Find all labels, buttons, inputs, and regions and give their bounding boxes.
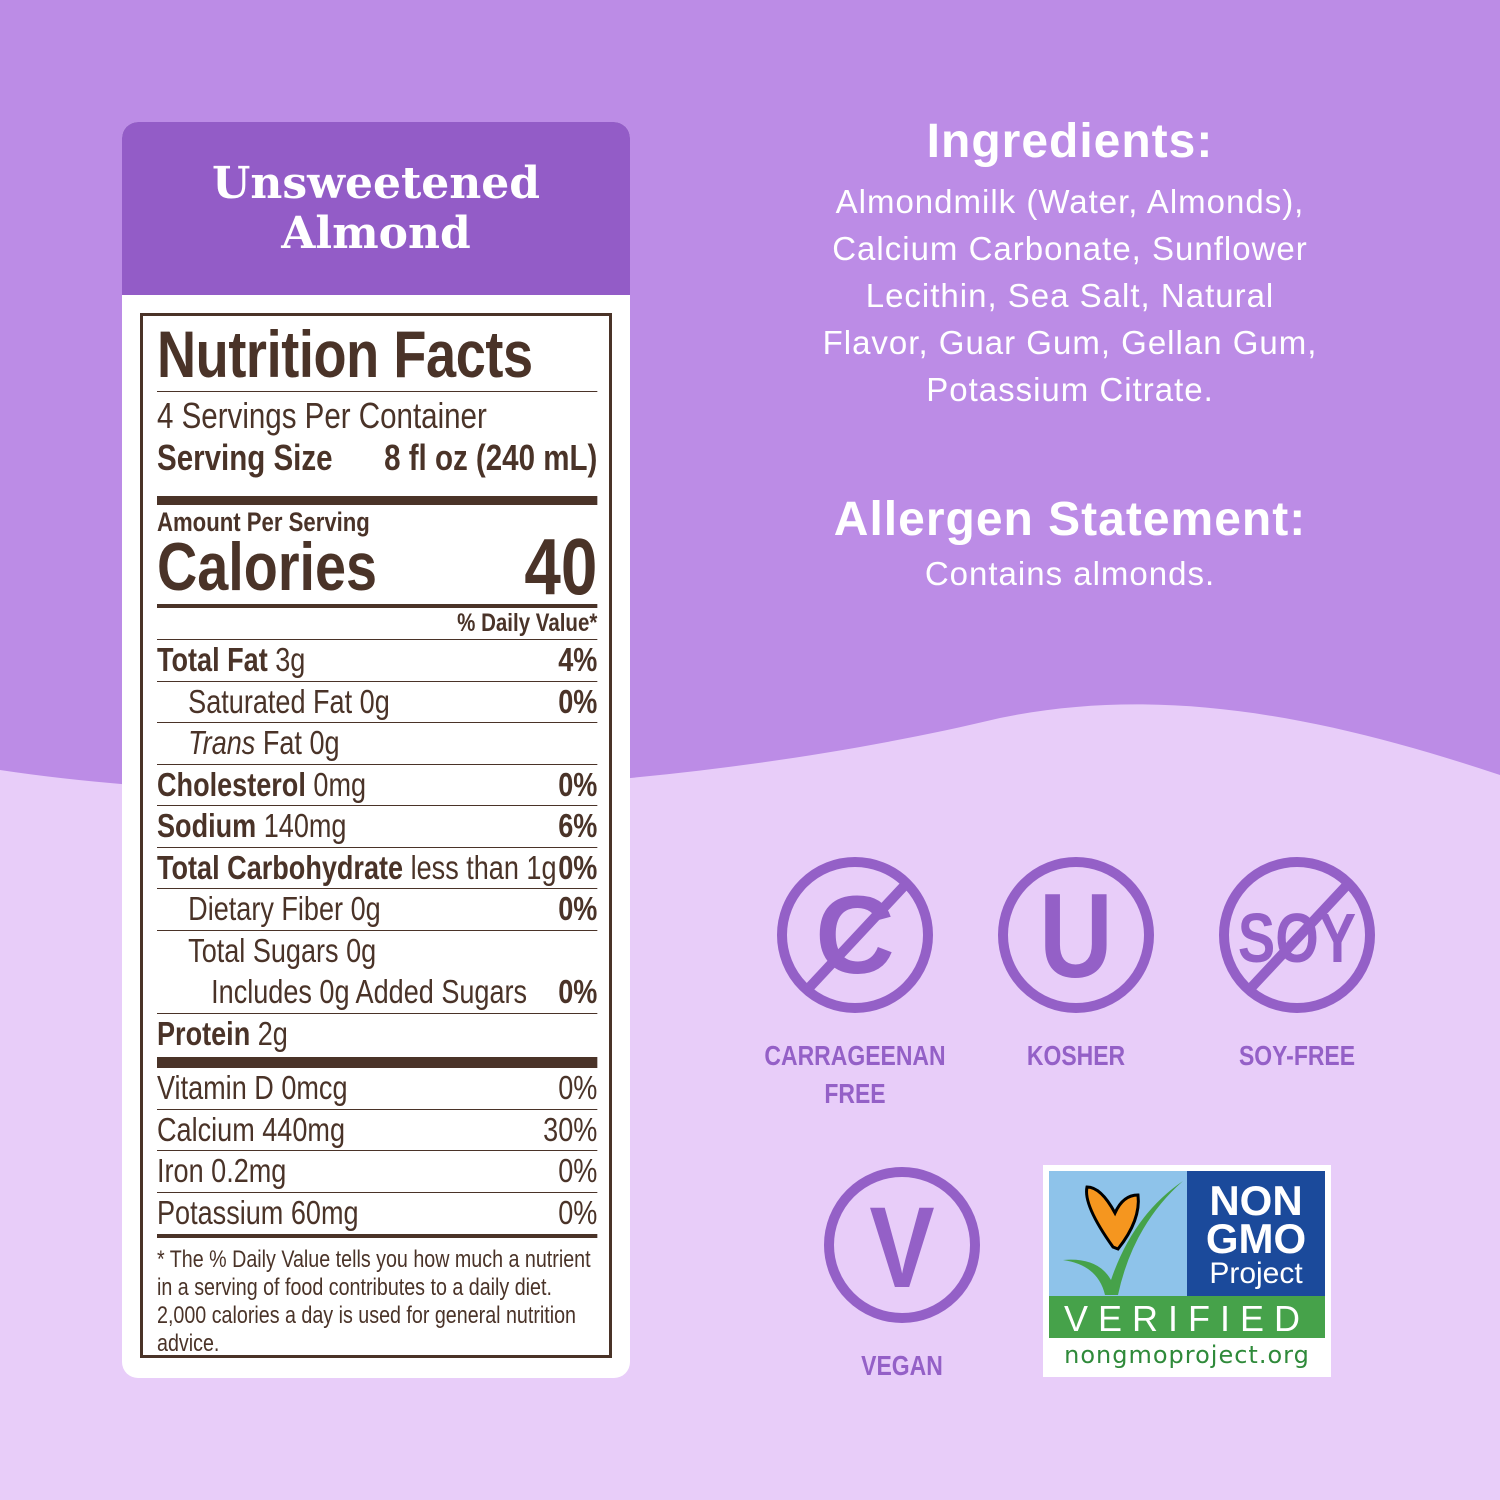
flavor-line2: Almond xyxy=(281,208,471,259)
svg-text:NON: NON xyxy=(1209,1177,1302,1224)
svg-text:U: U xyxy=(1039,868,1113,1003)
vegan-icon: V xyxy=(824,1167,980,1323)
non-gmo-logo-graphic: NON GMO Project VERIFIED nongmoproject.o… xyxy=(1049,1171,1325,1369)
calories-label: Calories xyxy=(157,529,378,605)
vitamin-row: Calcium 440mg 30% xyxy=(157,1110,598,1151)
kosher-label: KOSHER xyxy=(1026,1040,1126,1071)
nutrition-card: Unsweetened Almond Nutrition Facts 4 Ser… xyxy=(122,122,630,1378)
vegan-label: VEGAN xyxy=(861,1350,943,1381)
flavor-header: Unsweetened Almond xyxy=(122,122,630,295)
ingredients-section: Ingredients: Almondmilk (Water, Almonds)… xyxy=(770,112,1370,413)
nutrient-row-total-sugars: Total Sugars 0g xyxy=(188,932,377,970)
calories-value: 40 xyxy=(524,522,598,611)
servings-per-container: 4 Servings Per Container xyxy=(157,395,487,436)
daily-value-header: % Daily Value* xyxy=(457,609,598,637)
svg-text:GMO: GMO xyxy=(1206,1215,1306,1262)
carrageenan-free-icon: C xyxy=(777,857,933,1013)
soy-free-icon: SOY xyxy=(1219,857,1375,1013)
allergen-title: Allergen Statement: xyxy=(833,493,1307,546)
nutrient-row-added-sugars: Includes 0g Added Sugars 0% xyxy=(157,972,598,1014)
soy-free-label: SOY-FREE xyxy=(1238,1040,1356,1071)
serving-size-label: Serving Size xyxy=(157,437,333,478)
svg-text:V: V xyxy=(869,1182,934,1311)
carrageenan-free-label: CARRAGEENAN FREE xyxy=(764,1040,946,1109)
divider xyxy=(157,604,598,608)
nutrient-row-total-carbohydrate: Total Carbohydrate less than 1g 0% xyxy=(157,848,598,889)
flavor-line1: Unsweetened xyxy=(211,158,541,209)
nutrient-row-cholesterol: Cholesterol 0mg 0% xyxy=(157,765,598,806)
amount-per-serving: Amount Per Serving xyxy=(157,507,370,537)
svg-text:Project: Project xyxy=(1209,1257,1303,1290)
ingredients-line: Flavor, Guar Gum, Gellan Gum, xyxy=(822,324,1318,361)
nutrient-row-total-fat: Total Fat 3g 4% xyxy=(157,640,598,682)
nutrition-facts-title: Nutrition Facts xyxy=(157,317,533,391)
nutrition-facts-label: Nutrition Facts 4 Servings Per Container… xyxy=(140,313,612,1358)
vitamin-row: Vitamin D 0mcg 0% xyxy=(157,1068,598,1110)
divider xyxy=(157,496,598,505)
svg-text:VERIFIED: VERIFIED xyxy=(1064,1298,1310,1339)
divider xyxy=(157,1234,598,1238)
nutrient-row-protein: Protein 2g xyxy=(157,1015,288,1053)
ingredients-line: Almondmilk (Water, Almonds), xyxy=(835,183,1305,220)
nutrient-row-sodium: Sodium 140mg 6% xyxy=(157,806,598,848)
vitamin-row: Iron 0.2mg 0% xyxy=(157,1151,598,1193)
ingredients-title: Ingredients: xyxy=(926,115,1214,168)
footnote: * The % Daily Value tells you how much a… xyxy=(157,1246,591,1357)
nutrient-row-dietary-fiber: Dietary Fiber 0g 0% xyxy=(157,889,598,931)
nutrient-row-trans-fat: Trans Fat 0g xyxy=(157,723,598,765)
nutrient-row-saturated-fat: Saturated Fat 0g 0% xyxy=(157,682,598,723)
divider xyxy=(157,1057,598,1068)
allergen-section: Allergen Statement: Contains almonds. xyxy=(770,490,1370,597)
allergen-text: Contains almonds. xyxy=(924,555,1216,592)
ingredients-line: Potassium Citrate. xyxy=(926,371,1214,408)
non-gmo-project-logo: NON GMO Project VERIFIED nongmoproject.o… xyxy=(1043,1165,1331,1377)
serving-size-value: 8 fl oz (240 mL) xyxy=(384,437,598,478)
vitamin-row: Potassium 60mg 0% xyxy=(157,1194,598,1232)
svg-text:nongmoproject.org: nongmoproject.org xyxy=(1064,1341,1310,1369)
ingredients-line: Lecithin, Sea Salt, Natural xyxy=(865,277,1275,314)
ingredients-line: Calcium Carbonate, Sunflower xyxy=(832,230,1308,267)
kosher-icon: U xyxy=(998,857,1154,1013)
